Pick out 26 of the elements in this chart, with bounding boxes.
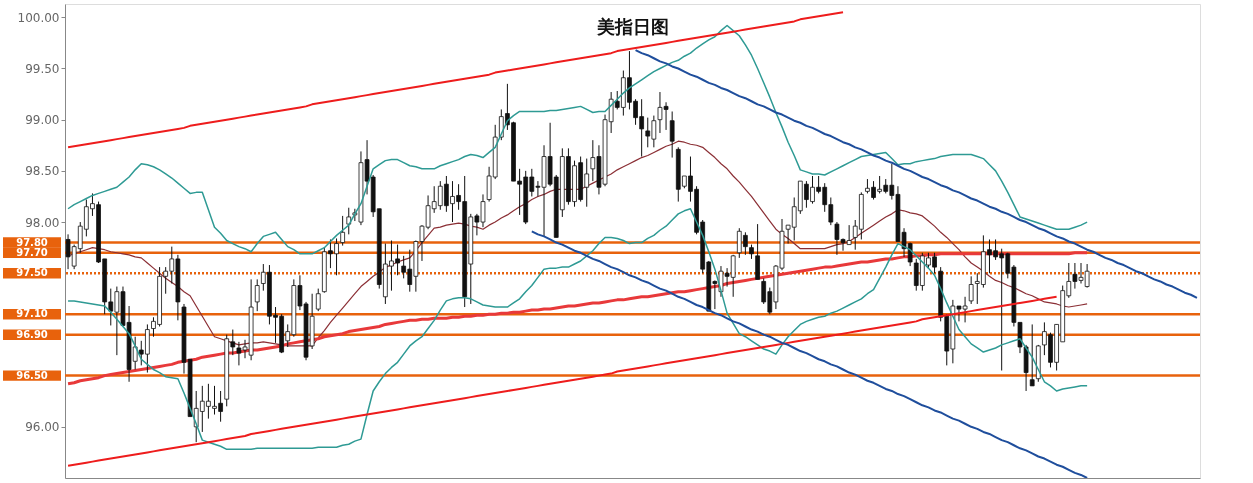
ref-line-label: 97.80 [16,236,48,248]
candlestick [340,215,345,247]
ref-line-label: 97.70 [16,246,48,258]
text: 美指日图 [595,16,669,37]
line-series [634,49,1198,299]
line-series [67,208,1088,451]
ref-line-label: 96.90 [16,328,48,340]
line-series [67,295,1058,467]
y-tick-label: 96.00 [25,420,60,435]
line-series [530,230,1089,478]
y-tick-label: 100.00 [17,10,60,25]
line-series [67,11,845,149]
candlestick [315,288,321,312]
candlestick [669,110,675,159]
candlestick [346,207,352,235]
y-tick-label: 99.00 [25,113,60,128]
candlestick [755,223,760,280]
ref-line-label: 96.50 [16,369,48,381]
candlestick [254,278,260,312]
candlestick [968,275,974,305]
y-tick-label: 99.50 [25,62,60,76]
y-tick-label: 98.50 [25,164,60,179]
candlestick [1029,323,1035,387]
y-tick-label: 98.00 [25,215,60,230]
ref-line-label: 97.10 [16,308,48,320]
ref-line-label: 97.50 [16,267,48,279]
